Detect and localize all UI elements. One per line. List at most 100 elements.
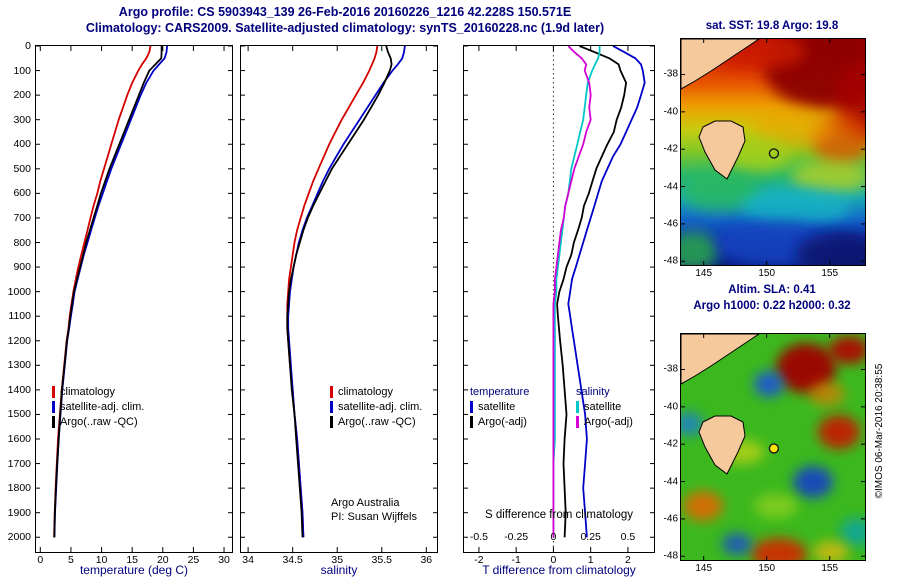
- depth-tick-label: 900: [13, 261, 31, 274]
- legend-label: satellite: [584, 400, 622, 413]
- climatology-line-swatch: [330, 385, 333, 398]
- legend-item: satellite-adj. clim.: [52, 399, 144, 414]
- temperature-axis-label: temperature (deg C): [79, 563, 189, 577]
- latitude-tick-label: -46: [663, 218, 678, 230]
- x-tick-label: 35.5: [371, 554, 392, 566]
- x-tick-label: 5: [67, 554, 74, 566]
- mainland-australia-landmass: [680, 38, 761, 90]
- latitude-tick-label: -46: [663, 513, 678, 525]
- argo-float-marker: [768, 443, 780, 454]
- difference-plot: [464, 46, 654, 552]
- legend-header-temperature: temperature: [470, 385, 530, 398]
- field-blob: [829, 336, 869, 364]
- series-satellite-adj-clim: [53, 46, 168, 538]
- depth-tick-label: 2000: [7, 531, 31, 544]
- salinity-profile-panel: climatology satellite-adj. clim. Argo(..…: [240, 45, 438, 566]
- field-blob: [741, 189, 851, 225]
- series-s-argo-adj: [552, 46, 592, 538]
- s-difference-axis-label: S difference from climatology: [484, 509, 634, 521]
- depth-tick-label: 1100: [8, 310, 31, 323]
- sla-map-panel: 145 150 155 -38 -40 -42 -44 -46 -48: [664, 333, 874, 574]
- s-satellite-swatch: [576, 400, 579, 413]
- depth-tick-label: 300: [13, 113, 31, 126]
- figure-subtitle: Climatology: CARS2009. Satellite-adjuste…: [85, 21, 605, 35]
- series-t-satellite: [567, 46, 646, 538]
- legend-label: Argo(-adj): [478, 415, 527, 428]
- depth-tick-label: 100: [13, 64, 31, 77]
- s-tick-label: 0: [550, 531, 557, 543]
- longitude-tick-label: 155: [821, 268, 839, 279]
- depth-tick-label: 1900: [7, 506, 31, 519]
- t-satellite-swatch: [470, 400, 473, 413]
- field-blob: [754, 494, 798, 518]
- s-tick-label: 0.5: [620, 531, 636, 543]
- x-tick-label: -1: [511, 554, 521, 566]
- longitude-tick-label: 150: [758, 563, 776, 574]
- x-tick-label: 35: [331, 554, 344, 566]
- depth-tick-label: 600: [13, 187, 31, 200]
- field-blob: [681, 171, 761, 211]
- sst-map: [667, 25, 896, 276]
- latitude-tick-label: -48: [663, 255, 678, 267]
- x-tick-label: 20: [156, 554, 169, 566]
- depth-tick-label: 1600: [7, 433, 31, 445]
- legend-item: Argo(..raw -QC): [52, 414, 144, 429]
- legend-item: satellite: [470, 399, 529, 414]
- depth-tick-label: 1400: [7, 383, 31, 396]
- figure-title: Argo profile: CS 5903943_139 26-Feb-2016…: [118, 5, 572, 19]
- field-blob: [793, 466, 833, 498]
- legend-label: climatology: [60, 385, 116, 398]
- x-tick-label: 34: [242, 554, 254, 566]
- temperature-profile-panel: climatology satellite-adj. clim. Argo(..…: [8, 40, 233, 566]
- s-tick-label: -0.25: [504, 531, 529, 543]
- satellite-line-swatch: [52, 400, 55, 413]
- longitude-tick-label: 150: [758, 268, 776, 279]
- x-tick-label: 0: [550, 554, 557, 566]
- salinity-plot: [241, 46, 437, 552]
- field-blob: [683, 491, 723, 521]
- t-argo-swatch: [470, 415, 473, 428]
- latitude-tick-label: -38: [663, 363, 678, 375]
- depth-tick-label: 1300: [7, 359, 31, 372]
- x-tick-label: 10: [95, 554, 108, 566]
- x-tick-label: 25: [187, 554, 200, 566]
- s-tick-label: 0.25: [580, 531, 601, 543]
- latitude-tick-label: -48: [663, 550, 678, 562]
- difference-profile-panel: temperature satellite Argo(-adj) salinit…: [463, 45, 655, 566]
- temperature-diff-legend: temperature satellite Argo(-adj): [470, 384, 529, 429]
- sst-map-panel: 145 150 155 -38 -40 -42 -44 -46 -48: [664, 25, 896, 279]
- latitude-tick-label: -38: [663, 68, 678, 80]
- latitude-tick-label: -40: [663, 106, 678, 118]
- field-blob: [776, 343, 836, 393]
- argo-line-swatch: [52, 415, 55, 428]
- credit-line2: PI: Susan Wijffels: [331, 511, 417, 523]
- depth-tick-label: 1700: [7, 457, 31, 470]
- sla-map-title: Altim. SLA: 0.41: [728, 284, 816, 296]
- mainland-australia-landmass: [680, 333, 761, 385]
- legend-item: Argo(..raw -QC): [330, 414, 422, 429]
- field-blob: [818, 415, 860, 449]
- legend-label: Argo(..raw -QC): [60, 415, 138, 428]
- longitude-tick-label: 155: [821, 563, 839, 574]
- longitude-tick-label: 145: [695, 268, 713, 279]
- depth-tick-label: 1000: [7, 285, 31, 298]
- legend-header-salinity: salinity: [576, 385, 610, 398]
- legend-label: satellite-adj. clim.: [60, 400, 145, 413]
- salinity-legend: climatology satellite-adj. clim. Argo(..…: [330, 384, 422, 429]
- sst-map-title: sat. SST: 19.8 Argo: 19.8: [705, 20, 839, 32]
- latitude-tick-label: -42: [663, 143, 678, 155]
- credit-line1: Argo Australia: [331, 497, 400, 509]
- legend-item: satellite-adj. clim.: [330, 399, 422, 414]
- x-tick-label: 2: [624, 554, 631, 566]
- depth-tick-label: 800: [13, 236, 31, 249]
- latitude-tick-label: -44: [663, 476, 678, 488]
- x-tick-label: 1: [587, 554, 594, 566]
- field-blob: [809, 382, 845, 406]
- temperature-legend: climatology satellite-adj. clim. Argo(..…: [52, 384, 144, 429]
- legend-item: Argo(-adj): [470, 414, 529, 429]
- field-blob: [722, 533, 752, 555]
- legend-label: satellite-adj. clim.: [338, 400, 423, 413]
- field-blob: [675, 412, 703, 436]
- series-satellite-adj-clim: [287, 46, 406, 538]
